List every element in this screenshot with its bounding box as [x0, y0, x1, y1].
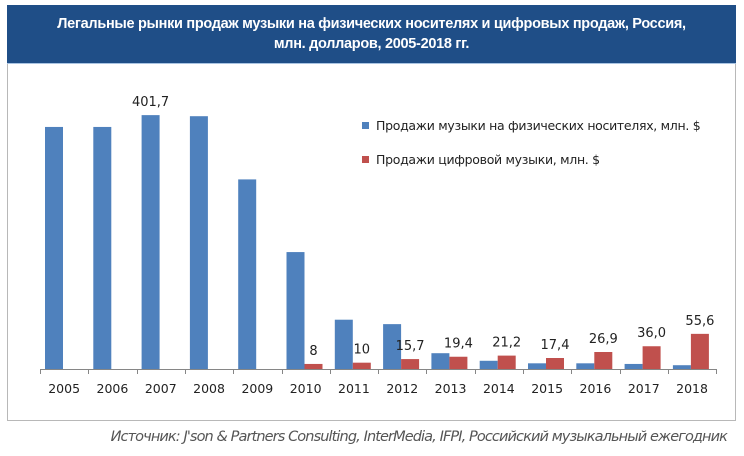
- bar-physical-2013: [431, 353, 450, 369]
- legend-item-digital: Продажи цифровой музыки, млн. $: [362, 152, 600, 167]
- data-label-2011: 10: [354, 343, 371, 358]
- data-label-2012: 15,7: [396, 339, 425, 354]
- data-label-2010: 8: [309, 344, 317, 359]
- bar-physical-2007: [141, 115, 160, 369]
- data-label-2017: 36,0: [637, 326, 666, 341]
- bars-group: [45, 115, 709, 369]
- bar-digital-2011: [352, 362, 371, 369]
- chart-title-band: Легальные рынки продаж музыки на физичес…: [7, 5, 736, 64]
- bar-physical-2005: [45, 126, 63, 369]
- x-tick-label-2014: 2014: [483, 381, 515, 396]
- bar-digital-2012: [401, 359, 420, 369]
- chart-title-line-1: Легальные рынки продаж музыки на физичес…: [57, 16, 686, 32]
- x-tick-label-2008: 2008: [193, 381, 225, 396]
- data-label-2018: 55,6: [685, 314, 714, 329]
- legend-label-physical: Продажи музыки на физических носителях, …: [376, 118, 701, 133]
- bar-physical-2015: [528, 363, 546, 369]
- data-label-2014: 21,2: [492, 336, 521, 351]
- bar-physical-2017: [624, 363, 643, 369]
- x-tick-label-2013: 2013: [435, 381, 467, 396]
- chart-frame: [7, 64, 736, 421]
- legend-item-physical: Продажи музыки на физических носителях, …: [362, 118, 701, 133]
- bar-physical-2010: [286, 252, 305, 369]
- bar-digital-2014: [497, 355, 516, 369]
- bar-digital-2018: [690, 333, 709, 369]
- bar-digital-2010: [304, 363, 323, 369]
- bar-physical-2008: [189, 116, 208, 369]
- data-label-2016: 26,9: [589, 332, 618, 347]
- chart-title-line-2: млн. долларов, 2005-2018 гг.: [273, 36, 470, 52]
- bar-physical-2016: [576, 363, 595, 369]
- bar-digital-2016: [594, 351, 613, 369]
- bar-digital-2013: [449, 356, 468, 369]
- x-tick-label-2010: 2010: [290, 381, 322, 396]
- bar-physical-2009: [238, 179, 257, 369]
- x-tick-label-2006: 2006: [97, 381, 129, 396]
- bar-physical-2011: [334, 319, 353, 369]
- x-tick-label-2016: 2016: [580, 381, 612, 396]
- data-label-2007: 401,7: [132, 95, 169, 110]
- legend-swatch-digital-icon: [362, 156, 369, 163]
- x-tick-label-2015: 2015: [531, 381, 563, 396]
- source-note: Источник: J'son & Partners Consulting, I…: [110, 429, 728, 445]
- bar-physical-2014: [479, 360, 498, 369]
- x-tick-label-2017: 2017: [628, 381, 660, 396]
- legend-swatch-physical-icon: [362, 122, 369, 129]
- x-tick-label-2011: 2011: [338, 381, 370, 396]
- legend-label-digital: Продажи цифровой музыки, млн. $: [376, 152, 600, 167]
- bar-physical-2006: [93, 126, 112, 369]
- x-axis-ticks: [40, 369, 717, 374]
- bar-physical-2018: [672, 365, 691, 369]
- data-labels: 401,7 8 10 15,7 19,4 21,2 17,4 26,9 36,0 55,6: [132, 95, 714, 359]
- bar-physical-2012: [383, 324, 402, 369]
- data-label-2013: 19,4: [444, 337, 473, 352]
- x-tick-label-2005: 2005: [48, 381, 80, 396]
- x-axis-tick-labels: 2005 2006 2007 2008 2009 2010 2011 2012 2013 2014…: [48, 381, 708, 396]
- x-tick-label-2009: 2009: [241, 381, 273, 396]
- bar-digital-2017: [642, 346, 661, 369]
- x-tick-label-2007: 2007: [145, 381, 177, 396]
- x-tick-label-2012: 2012: [386, 381, 418, 396]
- data-label-2015: 17,4: [541, 338, 570, 353]
- x-tick-label-2018: 2018: [676, 381, 708, 396]
- bar-digital-2015: [546, 358, 564, 369]
